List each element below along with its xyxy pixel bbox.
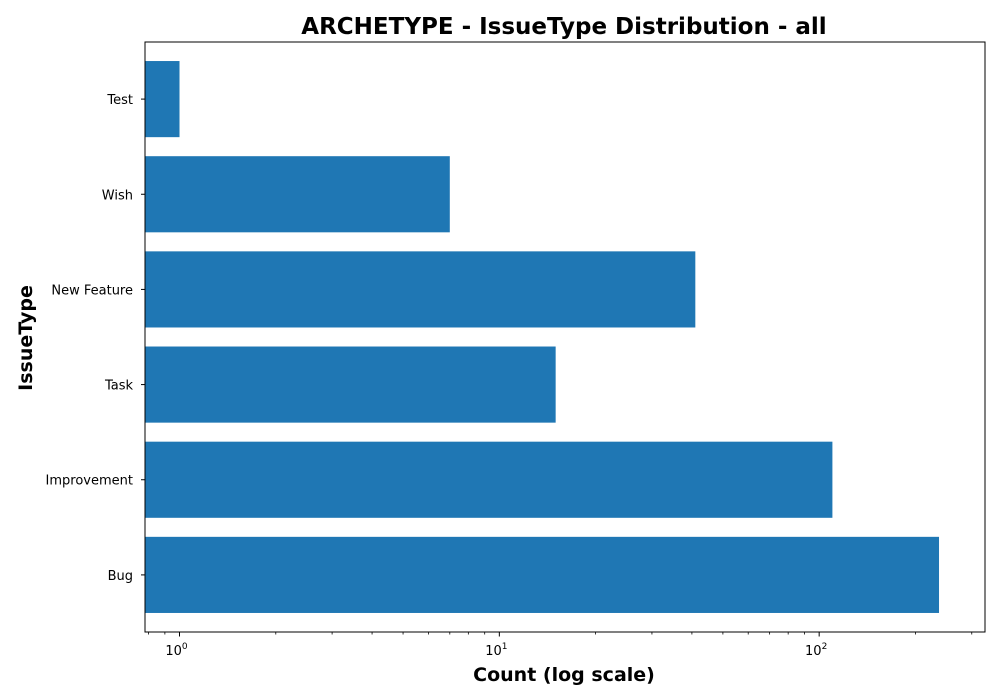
y-tick-label-task: Task bbox=[104, 379, 134, 394]
x-axis-ticks: 100 101 102 bbox=[148, 632, 973, 659]
y-axis-label: IssueType bbox=[15, 285, 37, 391]
bar-test bbox=[145, 61, 180, 138]
bar-wish bbox=[145, 156, 450, 233]
x-tick-label: 102 bbox=[805, 642, 827, 659]
bars-group bbox=[145, 61, 940, 613]
bar-bug bbox=[145, 536, 940, 613]
y-tick-label-bug: Bug bbox=[108, 569, 133, 584]
bar-improvement bbox=[145, 441, 833, 518]
x-axis-label: Count (log scale) bbox=[473, 664, 655, 686]
x-tick-label: 100 bbox=[165, 642, 188, 659]
y-tick-label-wish: Wish bbox=[102, 188, 133, 203]
x-tick-label: 101 bbox=[485, 642, 507, 659]
y-axis-ticks: Bug Improvement Task New Feature Wish Test bbox=[46, 93, 145, 584]
y-tick-label-test: Test bbox=[106, 93, 133, 108]
bar-new-feature bbox=[145, 251, 696, 328]
bar-task bbox=[145, 346, 556, 423]
y-tick-label-new-feature: New Feature bbox=[51, 283, 133, 298]
chart-title: ARCHETYPE - IssueType Distribution - all bbox=[301, 14, 826, 40]
plot-frame bbox=[144, 41, 986, 633]
y-tick-label-improvement: Improvement bbox=[46, 474, 133, 489]
